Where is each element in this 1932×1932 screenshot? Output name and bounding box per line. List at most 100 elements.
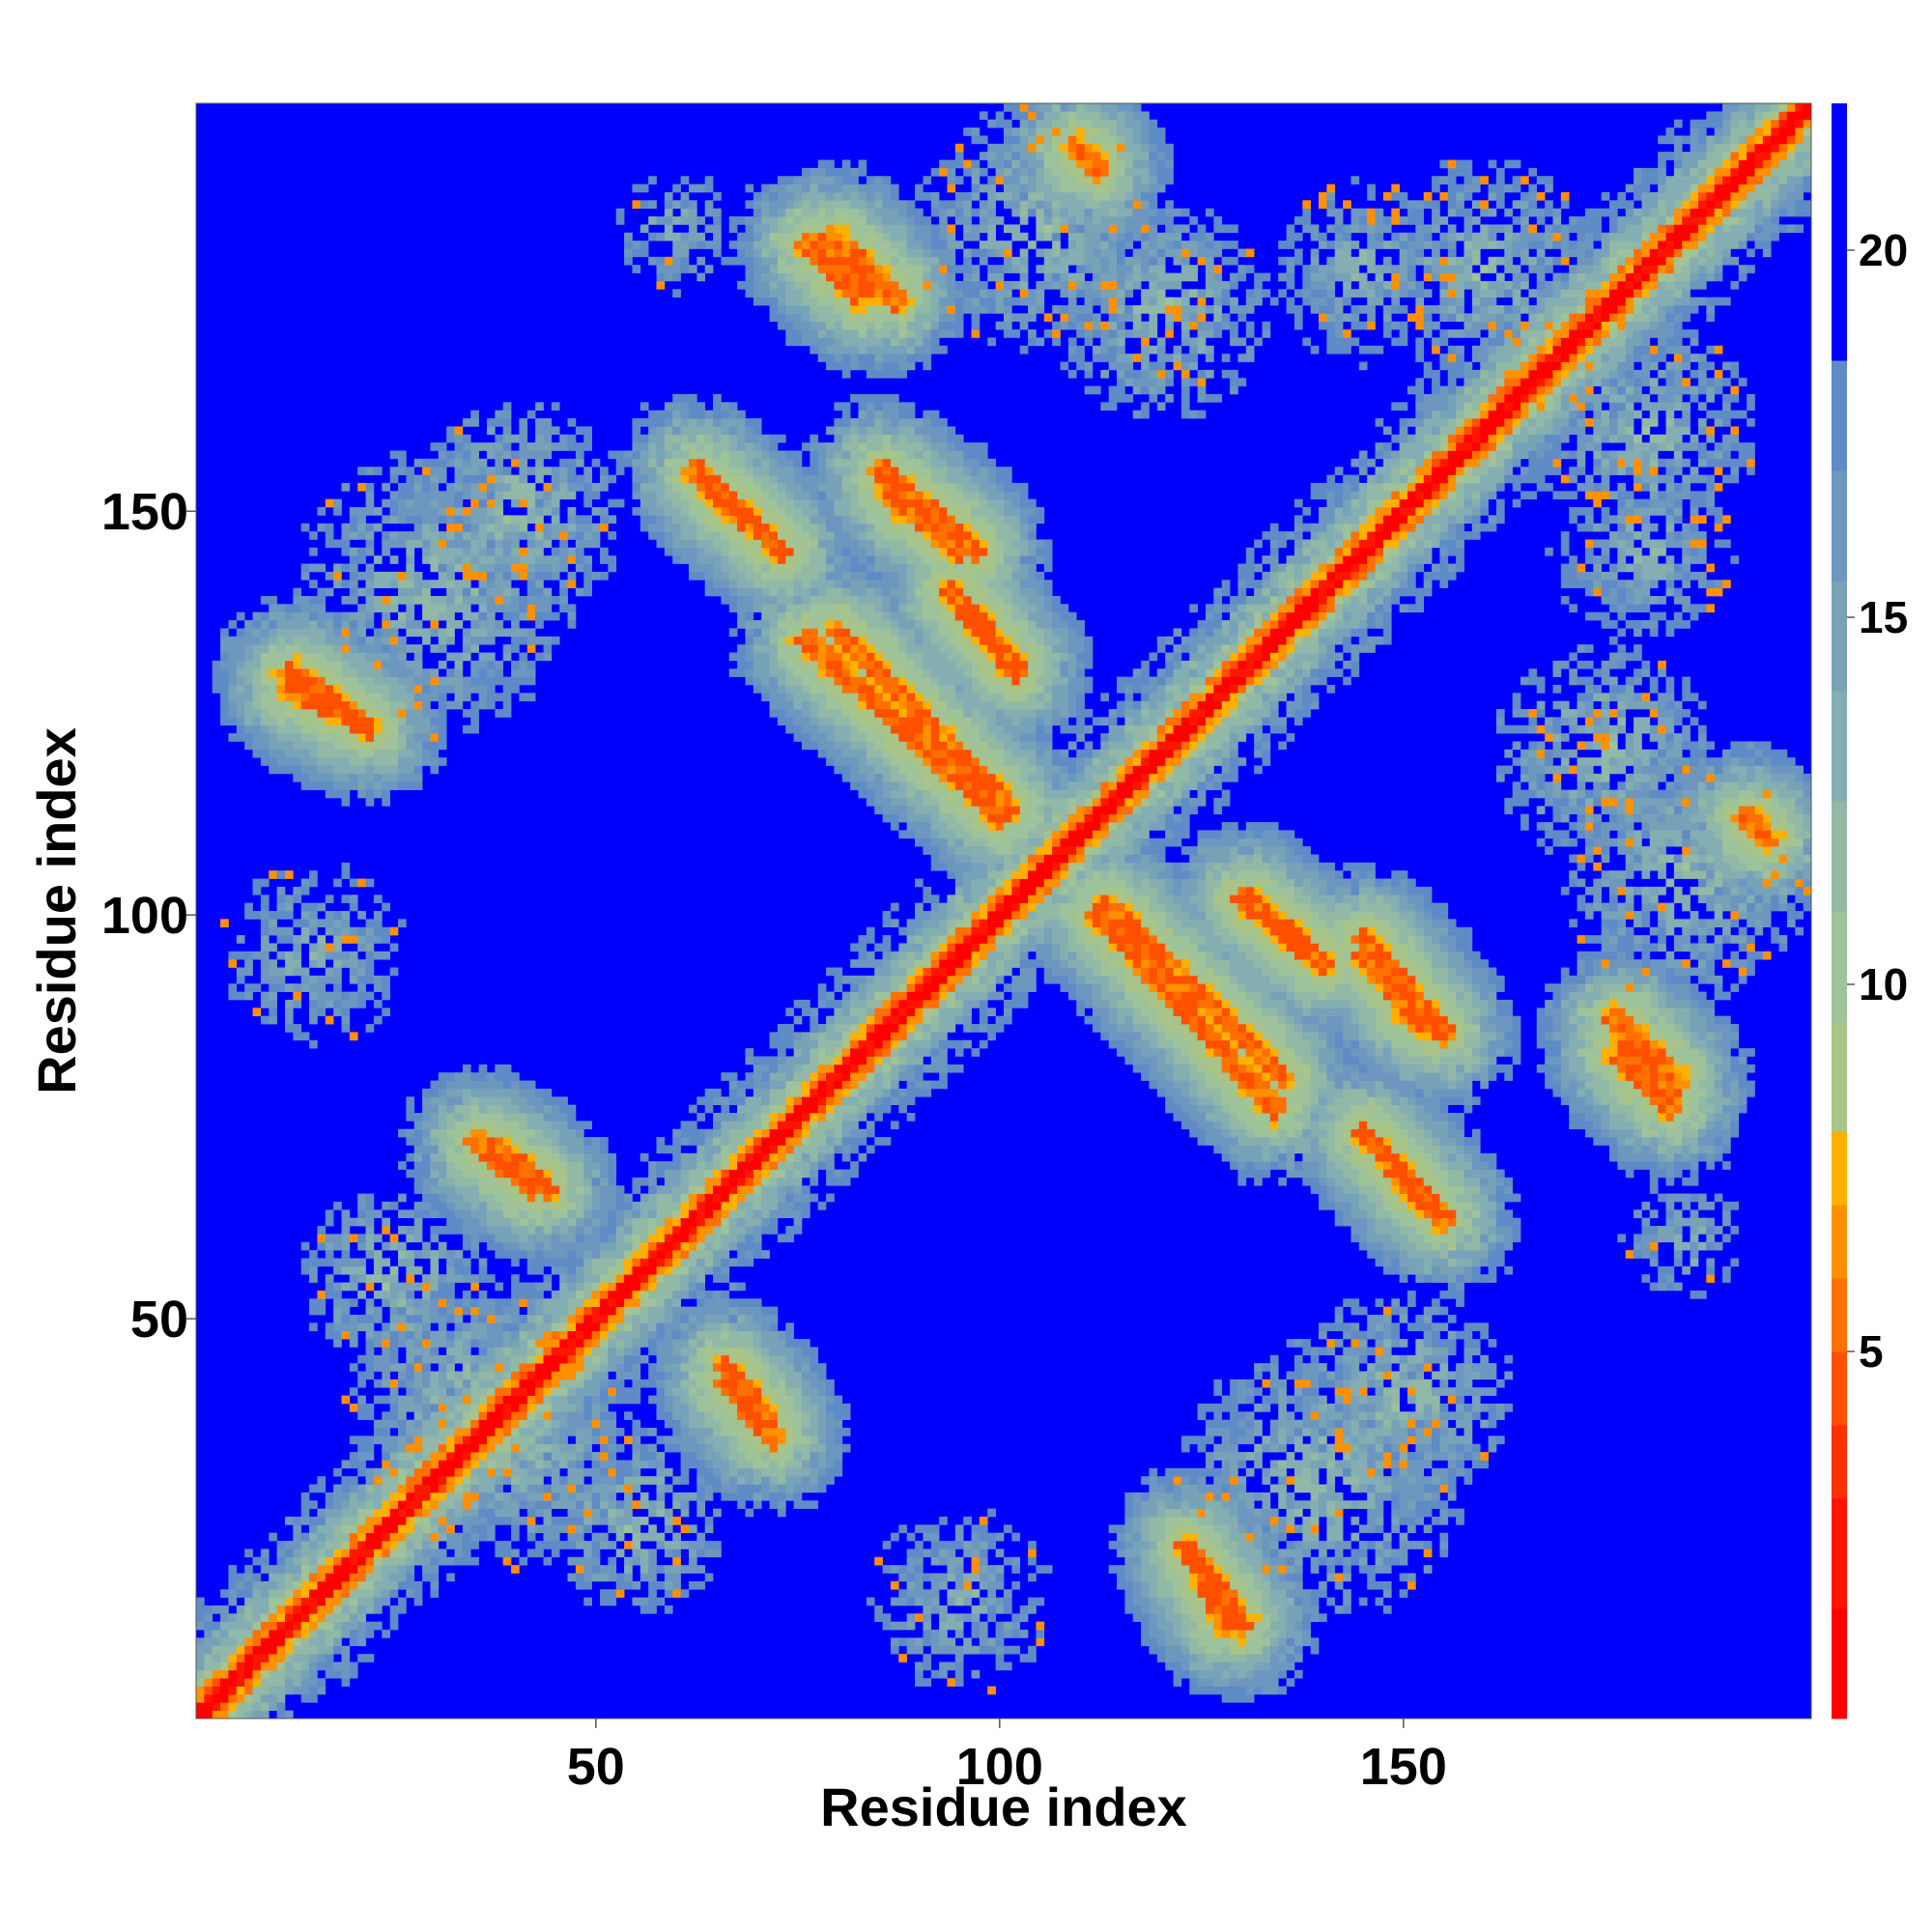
heatmap-cell — [591, 1517, 601, 1525]
heatmap-cell — [567, 1476, 577, 1485]
heatmap-cell — [284, 1654, 294, 1662]
heatmap-cell — [947, 1662, 956, 1671]
heatmap-cell — [721, 1241, 730, 1251]
heatmap-cell — [389, 1605, 399, 1614]
heatmap-cell — [284, 1686, 294, 1695]
heatmap-cell — [535, 1217, 544, 1227]
heatmap-cell — [979, 1621, 988, 1631]
heatmap-cell — [276, 1678, 286, 1687]
heatmap-cell — [1382, 1315, 1392, 1323]
heatmap-cell — [406, 1226, 415, 1235]
heatmap-cell — [1197, 1484, 1207, 1493]
heatmap-cell — [1173, 1630, 1182, 1638]
heatmap-cell — [979, 1532, 988, 1542]
heatmap-cell — [511, 1443, 520, 1453]
heatmap-cell — [495, 1185, 504, 1194]
heatmap-cell — [672, 1161, 681, 1170]
heatmap-cell — [1262, 1580, 1271, 1590]
heatmap-cell — [1293, 1630, 1303, 1638]
heatmap-cell — [406, 1330, 415, 1340]
heatmap-cell — [704, 1354, 714, 1364]
heatmap-cell — [341, 1492, 351, 1501]
heatmap-cell — [841, 1403, 851, 1412]
heatmap-cell — [777, 1492, 786, 1501]
heatmap-cell — [680, 1306, 690, 1316]
heatmap-cell — [502, 1354, 512, 1364]
heatmap-cell — [551, 1411, 560, 1421]
heatmap-cell — [196, 1678, 205, 1687]
heatmap-cell — [470, 1467, 479, 1477]
heatmap-cell — [745, 1339, 754, 1348]
heatmap-cell — [1230, 1492, 1238, 1501]
heatmap-cell — [454, 1161, 464, 1170]
heatmap-cell — [309, 1669, 318, 1679]
heatmap-cell — [406, 1467, 415, 1477]
heatmap-cell — [664, 1443, 673, 1453]
heatmap-cell — [1245, 1621, 1255, 1631]
heatmap-cell — [575, 1428, 584, 1436]
heatmap-cell — [1262, 1605, 1271, 1614]
heatmap-cell — [333, 1258, 342, 1267]
heatmap-cell — [810, 1161, 819, 1170]
heatmap-cell — [834, 1419, 843, 1429]
heatmap-cell — [1432, 1201, 1440, 1210]
heatmap-cell — [454, 1265, 464, 1275]
heatmap-cell — [526, 1443, 536, 1453]
heatmap-cell — [382, 1241, 390, 1251]
heatmap-cell — [1237, 1517, 1247, 1525]
heatmap-cell — [422, 1395, 431, 1405]
heatmap-cell — [1343, 1161, 1351, 1170]
heatmap-cell — [1423, 1476, 1433, 1485]
heatmap-cell — [1423, 1435, 1433, 1445]
heatmap-cell — [284, 1621, 294, 1631]
heatmap-cell — [526, 1177, 536, 1186]
heatmap-cell — [1132, 1508, 1142, 1518]
heatmap-cell — [511, 1500, 520, 1509]
heatmap-cell — [551, 1387, 560, 1396]
heatmap-cell — [761, 1371, 770, 1380]
heatmap-cell — [1504, 1403, 1514, 1412]
heatmap-cell — [1262, 1556, 1271, 1566]
heatmap-cell — [382, 1419, 390, 1429]
heatmap-cell — [591, 1298, 601, 1307]
heatmap-cell — [389, 1573, 399, 1582]
heatmap-cell — [624, 1339, 633, 1348]
heatmap-cell — [438, 1177, 447, 1186]
heatmap-cell — [317, 1532, 327, 1542]
heatmap-cell — [470, 1508, 479, 1518]
heatmap-cell — [817, 1371, 827, 1380]
heatmap-cell — [1319, 1548, 1327, 1558]
heatmap-cell — [300, 1589, 310, 1598]
heatmap-cell — [954, 1573, 964, 1582]
heatmap-cell — [704, 1322, 714, 1332]
heatmap-cell — [1367, 1508, 1376, 1518]
heatmap-cell — [615, 1185, 625, 1194]
heatmap-cell — [1221, 1492, 1231, 1501]
heatmap-cell — [890, 1621, 899, 1631]
heatmap-cell — [1230, 1435, 1238, 1445]
heatmap-cell — [252, 1710, 262, 1719]
heatmap-cell — [478, 1435, 488, 1445]
heatmap-cell — [615, 1315, 625, 1323]
heatmap-cell — [600, 1467, 609, 1477]
heatmap-cell — [608, 1161, 617, 1170]
heatmap-cell — [413, 1226, 423, 1235]
heatmap-cell — [325, 1508, 334, 1518]
heatmap-cell — [1310, 1387, 1320, 1396]
heatmap-cell — [1319, 1403, 1327, 1412]
heatmap-cell — [906, 1556, 916, 1566]
heatmap-cell — [777, 1484, 786, 1493]
heatmap-cell — [1463, 1435, 1473, 1445]
heatmap-cell — [260, 1693, 270, 1703]
heatmap-cell — [365, 1621, 375, 1631]
heatmap-cell — [1180, 1573, 1190, 1582]
heatmap-cell — [817, 1467, 827, 1477]
heatmap-cell — [632, 1201, 641, 1210]
heatmap-cell — [1269, 1378, 1279, 1388]
heatmap-cell — [1221, 1443, 1231, 1453]
heatmap-cell — [559, 1209, 568, 1219]
heatmap-cell — [300, 1241, 310, 1251]
heatmap-cell — [898, 1637, 908, 1647]
heatmap-cell — [1407, 1371, 1416, 1380]
heatmap-cell — [1334, 1541, 1344, 1549]
